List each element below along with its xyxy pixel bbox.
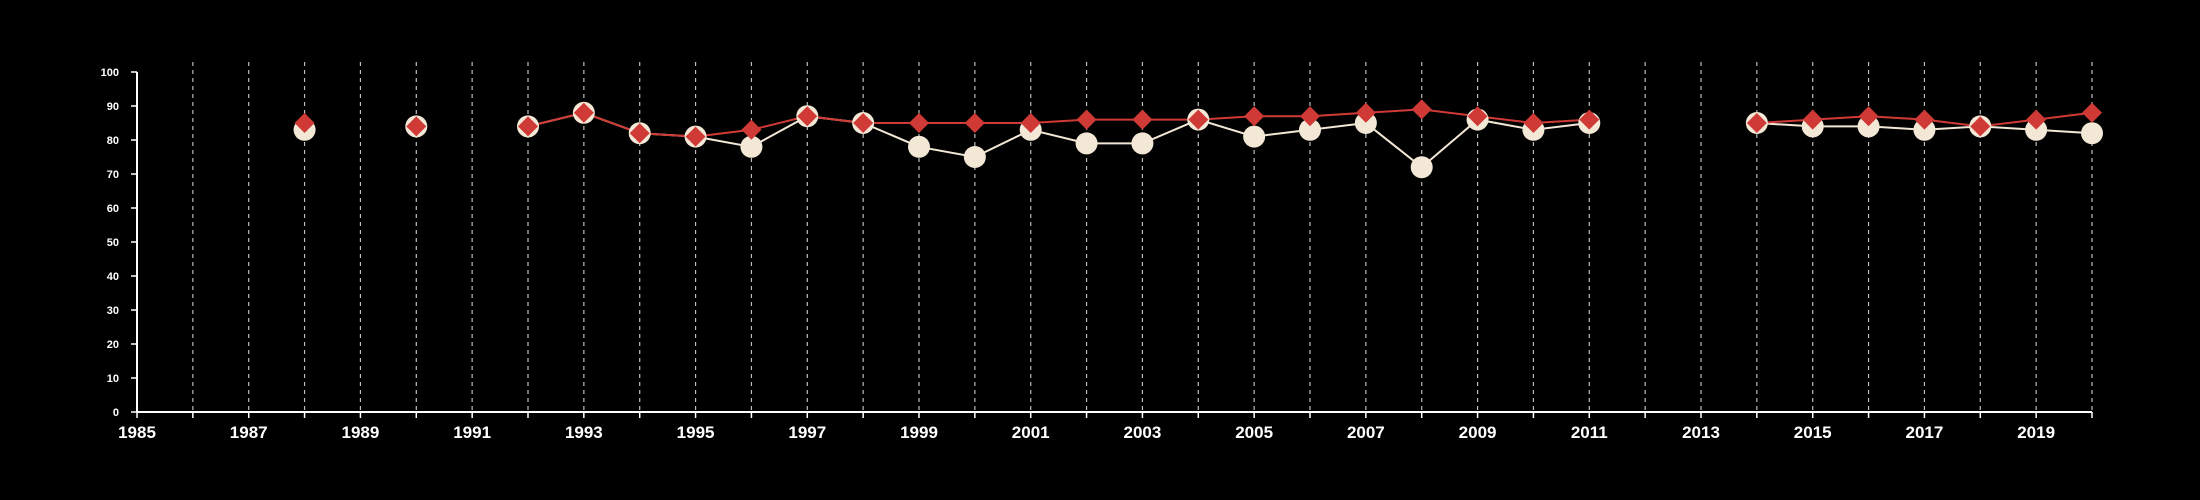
- series-2-point-2010: [1523, 113, 1544, 133]
- series-2-point-1994: [629, 123, 650, 144]
- series-2-point-2018: [1970, 116, 1991, 137]
- series-1-point-2016: [1857, 115, 1880, 138]
- series-2-point-1996: [741, 119, 762, 140]
- series-2-point-1995: [685, 126, 706, 147]
- series-1-point-1996: [740, 135, 763, 158]
- series-2-point-2016: [1858, 106, 1879, 127]
- series-2-point-2005: [1244, 106, 1265, 127]
- series-2-point-2006: [1300, 106, 1320, 127]
- x-tick-label-1993: 1993: [565, 423, 603, 442]
- series-2-point-2014: [1746, 113, 1767, 133]
- series-2-point-2001: [1020, 113, 1041, 133]
- axes: 1985 1987 1989 1991 1993 1995 1997 1999 2001 2003…: [101, 67, 2093, 442]
- y-tick-label-90: 90: [107, 101, 119, 113]
- x-tick-label-1987: 1987: [230, 423, 268, 442]
- series-1-point-2008: [1410, 156, 1433, 179]
- y-tick-label-10: 10: [107, 373, 119, 385]
- x-tick-label-2005: 2005: [1235, 423, 1273, 442]
- series-2-point-1990: [406, 116, 427, 137]
- x-tick-label-1995: 1995: [677, 423, 715, 442]
- x-tick-label-1999: 1999: [900, 423, 938, 442]
- series-2-point-2011: [1579, 109, 1600, 130]
- series-1-point-2005: [1243, 125, 1266, 148]
- series-1-point-2019: [2025, 118, 2048, 141]
- series-2-point-2000: [964, 113, 985, 133]
- series-2-point-1998: [853, 113, 874, 133]
- x-tick-label-2003: 2003: [1124, 423, 1162, 442]
- series-2-point-2009: [1467, 106, 1488, 127]
- series-2-point-2019: [2026, 109, 2047, 130]
- series-1-point-2006: [1299, 118, 1321, 141]
- y-tick-label-60: 60: [107, 203, 119, 215]
- x-tick-label-2001: 2001: [1012, 423, 1050, 442]
- series-1-point-2020: [2081, 122, 2103, 145]
- x-tick-label-2013: 2013: [1682, 423, 1720, 442]
- series-1-point-2003: [1131, 132, 1154, 155]
- x-tick-label-1991: 1991: [453, 423, 491, 442]
- series-2-point-1993: [573, 102, 594, 123]
- x-tick-label-2017: 2017: [1906, 423, 1944, 442]
- series-2-point-2004: [1188, 109, 1209, 130]
- series-2-point-2007: [1355, 102, 1376, 123]
- series-1-point-2007: [1354, 112, 1377, 134]
- series-2-point-1999: [909, 113, 929, 133]
- x-tick-label-2015: 2015: [1794, 423, 1832, 442]
- x-tick-label-2009: 2009: [1459, 423, 1497, 442]
- series-2-point-1988: [294, 113, 315, 133]
- series: [293, 99, 2103, 179]
- y-tick-label-80: 80: [107, 135, 119, 147]
- series-2-point-2008: [1411, 99, 1432, 120]
- x-tick-label-2011: 2011: [1571, 423, 1608, 442]
- series-2-point-2015: [1802, 109, 1823, 130]
- y-tick-label-40: 40: [107, 271, 119, 283]
- series-2-point-2002: [1076, 109, 1097, 130]
- series-2-point-1997: [797, 106, 818, 127]
- series-1-point-2000: [963, 146, 986, 168]
- series-2-point-2003: [1132, 109, 1153, 130]
- x-tick-label-1989: 1989: [342, 423, 380, 442]
- y-tick-label-70: 70: [107, 169, 119, 181]
- y-tick-label-30: 30: [107, 305, 119, 317]
- y-tick-label-20: 20: [107, 339, 119, 351]
- series-2-point-2017: [1914, 109, 1935, 130]
- series-2-point-1992: [518, 116, 538, 137]
- series-1-point-2002: [1075, 132, 1098, 155]
- y-tick-label-50: 50: [107, 237, 119, 249]
- y-tick-label-0: 0: [113, 407, 119, 419]
- x-tick-label-2019: 2019: [2017, 423, 2055, 442]
- series-1-point-1999: [908, 135, 930, 158]
- x-tick-label-1997: 1997: [788, 423, 826, 442]
- x-tick-label-2007: 2007: [1347, 423, 1385, 442]
- y-tick-label-100: 100: [101, 67, 119, 79]
- series-2-point-2020: [2082, 102, 2102, 123]
- x-tick-label-1985: 1985: [118, 423, 156, 442]
- series-1-point-2017: [1913, 118, 1936, 141]
